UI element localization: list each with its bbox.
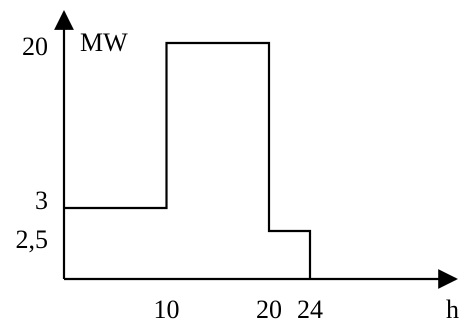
- y-tick-label-3: 3: [35, 186, 48, 215]
- x-tick-label-10: 10: [154, 295, 180, 324]
- x-axis-unit-label: h: [446, 295, 459, 324]
- x-tick-label-20: 20: [256, 295, 282, 324]
- load-step-line: [64, 41, 312, 279]
- y-tick-label-2-5: 2,5: [16, 225, 49, 254]
- y-axis-unit-label: MW: [80, 28, 128, 57]
- y-tick-label-20: 20: [22, 32, 48, 61]
- x-tick-label-24: 24: [297, 295, 323, 324]
